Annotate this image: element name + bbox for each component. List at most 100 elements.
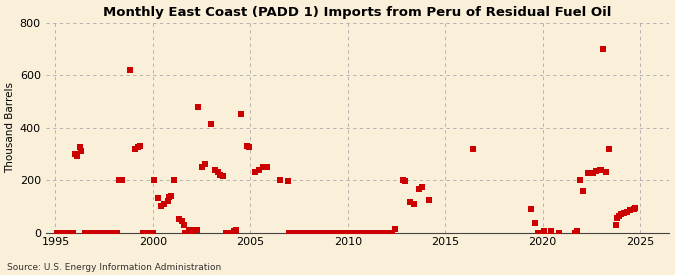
Point <box>112 230 123 235</box>
Point <box>398 178 408 182</box>
Point <box>594 167 605 172</box>
Point <box>308 230 319 235</box>
Point <box>404 200 415 205</box>
Point <box>597 46 608 51</box>
Point <box>213 170 223 174</box>
Point <box>110 230 121 235</box>
Point <box>71 154 82 159</box>
Point <box>99 230 109 235</box>
Point <box>612 216 623 220</box>
Point <box>53 230 64 235</box>
Point <box>70 152 80 156</box>
Point <box>192 228 202 232</box>
Point <box>88 230 99 235</box>
Point <box>76 149 87 153</box>
Point <box>313 230 324 235</box>
Point <box>583 171 593 176</box>
Point <box>186 230 197 235</box>
Point <box>153 196 163 201</box>
Point <box>242 144 252 148</box>
Point <box>333 230 344 235</box>
Point <box>102 230 113 235</box>
Point <box>225 230 236 235</box>
Point <box>591 169 601 173</box>
Point <box>84 230 95 235</box>
Point <box>616 212 626 216</box>
Point <box>417 185 428 189</box>
Point <box>468 146 479 151</box>
Point <box>193 104 204 109</box>
Point <box>144 230 155 235</box>
Point <box>63 230 74 235</box>
Point <box>81 230 92 235</box>
Point <box>294 230 304 235</box>
Point <box>217 174 228 178</box>
Point <box>250 170 261 174</box>
Point <box>113 178 124 182</box>
Point <box>529 221 540 226</box>
Point <box>533 230 543 235</box>
Point <box>90 230 101 235</box>
Point <box>230 228 241 232</box>
Point <box>630 205 641 210</box>
Point <box>65 230 76 235</box>
Point <box>400 179 410 184</box>
Point <box>381 230 392 235</box>
Point <box>298 230 309 235</box>
Point <box>389 226 400 231</box>
Point <box>177 219 188 223</box>
Point <box>377 230 387 235</box>
Point <box>282 179 293 184</box>
Point <box>367 230 377 235</box>
Point <box>253 167 264 172</box>
Point <box>178 222 189 227</box>
Point <box>235 112 246 117</box>
Point <box>625 208 636 213</box>
Point <box>134 144 145 148</box>
Point <box>318 230 329 235</box>
Point <box>104 230 115 235</box>
Point <box>386 230 397 235</box>
Y-axis label: Thousand Barrels: Thousand Barrels <box>5 82 16 173</box>
Point <box>86 230 97 235</box>
Point <box>57 230 68 235</box>
Point <box>159 202 169 206</box>
Point <box>244 145 254 149</box>
Point <box>165 194 176 198</box>
Point <box>539 229 549 233</box>
Point <box>66 230 77 235</box>
Title: Monthly East Coast (PADD 1) Imports from Peru of Residual Fuel Oil: Monthly East Coast (PADD 1) Imports from… <box>103 6 612 18</box>
Point <box>622 209 632 214</box>
Point <box>348 230 358 235</box>
Point <box>214 173 225 177</box>
Point <box>284 230 295 235</box>
Point <box>183 228 194 232</box>
Text: Source: U.S. Energy Information Administration: Source: U.S. Energy Information Administ… <box>7 263 221 272</box>
Point <box>409 202 420 206</box>
Point <box>526 207 537 211</box>
Point <box>328 230 339 235</box>
Point <box>200 162 211 166</box>
Point <box>97 230 108 235</box>
Point <box>68 230 79 235</box>
Point <box>618 211 629 215</box>
Point <box>323 230 333 235</box>
Point <box>142 230 153 235</box>
Point <box>61 230 72 235</box>
Point <box>141 230 152 235</box>
Point <box>138 230 148 235</box>
Point <box>610 222 621 227</box>
Point <box>596 167 607 172</box>
Point <box>537 230 548 235</box>
Point <box>206 121 217 126</box>
Point <box>169 178 180 182</box>
Point <box>424 197 435 202</box>
Point <box>51 230 62 235</box>
Point <box>628 207 639 211</box>
Point <box>148 230 159 235</box>
Point <box>196 165 207 169</box>
Point <box>89 230 100 235</box>
Point <box>222 230 233 235</box>
Point <box>274 178 285 182</box>
Point <box>164 195 175 199</box>
